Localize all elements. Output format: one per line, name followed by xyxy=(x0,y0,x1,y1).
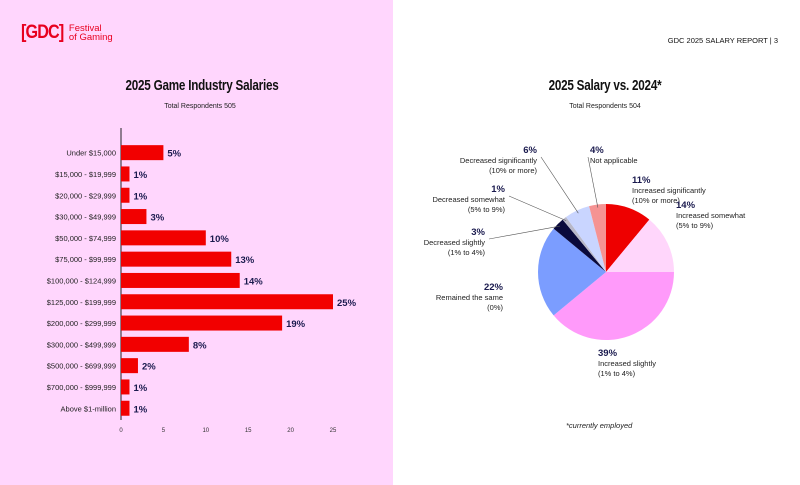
bar xyxy=(121,336,189,352)
report-label: GDC 2025 SALARY REPORT | 3 xyxy=(667,36,778,45)
category-label: $700,000 - $999,999 xyxy=(47,383,116,392)
logo-line2: of Gaming xyxy=(68,32,113,43)
slice-label: Increased significantly xyxy=(632,186,706,195)
slice-percent: 22% xyxy=(484,282,504,293)
bar xyxy=(121,358,138,374)
bar-chart-subtitle: Total Respondents 505 xyxy=(164,103,236,110)
slice-percent: 6% xyxy=(523,145,537,156)
leader-line xyxy=(540,156,579,214)
bar xyxy=(121,379,130,395)
slice-percent: 1% xyxy=(491,184,505,195)
pie-chart: 11%Increased significantly(10% or more)1… xyxy=(424,145,746,378)
bar-chart-title: 2025 Game Industry Salaries xyxy=(125,77,279,94)
bar-value-label: 1% xyxy=(133,404,147,415)
slice-percent: 14% xyxy=(676,200,696,211)
bar xyxy=(121,187,130,203)
bar xyxy=(121,209,147,225)
bar-value-label: 5% xyxy=(167,149,181,160)
pie-chart-title: 2025 Salary vs. 2024* xyxy=(548,77,662,94)
x-tick-label: 5 xyxy=(162,428,166,434)
bar-value-label: 1% xyxy=(133,170,147,181)
bar-value-label: 19% xyxy=(286,319,306,330)
slice-label: Not applicable xyxy=(590,156,638,165)
category-label: $125,000 - $199,999 xyxy=(47,298,116,307)
slice-label: Decreased slightly xyxy=(424,238,486,247)
slice-label: Increased somewhat xyxy=(676,211,746,220)
x-tick-label: 0 xyxy=(119,428,123,434)
category-label: $200,000 - $299,999 xyxy=(47,319,116,328)
category-label: $300,000 - $499,999 xyxy=(47,340,116,349)
x-tick-label: 15 xyxy=(245,428,252,434)
x-tick-label: 20 xyxy=(287,428,294,434)
bar-value-label: 3% xyxy=(150,213,164,224)
bar-value-label: 13% xyxy=(235,255,255,266)
pie-slice xyxy=(606,219,674,272)
pie-footnote: *currently employed xyxy=(566,421,633,430)
slice-percent: 39% xyxy=(598,348,618,359)
leader-line xyxy=(587,156,599,208)
slice-sublabel: (0%) xyxy=(487,303,503,312)
pie-slice xyxy=(553,272,674,341)
pie-slice xyxy=(538,228,606,316)
category-label: Under $15,000 xyxy=(66,149,116,158)
logo-text: Festival of Gaming xyxy=(68,23,113,43)
bar-value-label: 1% xyxy=(133,383,147,394)
slice-percent: 4% xyxy=(590,145,604,156)
bar-value-label: 2% xyxy=(142,362,156,373)
bar xyxy=(121,272,240,288)
x-tick-label: 25 xyxy=(330,428,337,434)
slice-label: Decreased significantly xyxy=(460,156,537,165)
category-label: $30,000 - $49,999 xyxy=(55,213,116,222)
category-label: $100,000 - $124,999 xyxy=(47,276,116,285)
bar xyxy=(121,145,164,161)
slice-sublabel: (1% to 4%) xyxy=(598,369,636,378)
leader-line xyxy=(508,195,567,221)
bar-value-label: 25% xyxy=(337,298,357,309)
category-label: $20,000 - $29,999 xyxy=(55,191,116,200)
slice-percent: 3% xyxy=(471,227,485,238)
bar-chart: Under $15,000 5% $15,000 - $19,999 1% $20,00… xyxy=(47,128,357,434)
slice-sublabel: (10% or more) xyxy=(489,166,537,175)
category-label: Above $1-million xyxy=(61,404,116,413)
slice-sublabel: (10% or more) xyxy=(632,196,680,205)
bar xyxy=(121,230,206,246)
bar xyxy=(121,251,232,267)
bar-value-label: 1% xyxy=(133,191,147,202)
category-label: $15,000 - $19,999 xyxy=(55,170,116,179)
bar xyxy=(121,294,333,310)
pie-slice xyxy=(553,219,606,272)
slice-sublabel: (5% to 9%) xyxy=(468,205,506,214)
pie-slice xyxy=(606,204,650,272)
logo-mark: [GDC] xyxy=(21,22,64,43)
logo-line1: Festival xyxy=(68,23,102,34)
pie-slice xyxy=(589,204,606,272)
bar-value-label: 10% xyxy=(210,234,230,245)
slice-label: Remained the same xyxy=(436,293,503,302)
slice-sublabel: (5% to 9%) xyxy=(676,221,714,230)
pie-chart-subtitle: Total Respondents 504 xyxy=(569,103,641,110)
x-tick-label: 10 xyxy=(202,428,209,434)
leader-line xyxy=(488,225,561,240)
category-label: $75,000 - $99,999 xyxy=(55,255,116,264)
category-label: $500,000 - $699,999 xyxy=(47,362,116,371)
bar xyxy=(121,166,130,182)
slice-sublabel: (1% to 4%) xyxy=(448,248,486,257)
slice-percent: 11% xyxy=(632,175,651,186)
category-label: $50,000 - $74,999 xyxy=(55,234,116,243)
pie-slice xyxy=(562,216,606,272)
pie-slice xyxy=(566,206,606,272)
bar-value-label: 14% xyxy=(244,276,264,287)
bar xyxy=(121,400,130,416)
bar xyxy=(121,315,283,331)
slice-label: Decreased somewhat xyxy=(432,195,505,204)
gdc-logo: [GDC] Festival of Gaming xyxy=(21,22,113,44)
slice-label: Increased slightly xyxy=(598,359,656,368)
bar-value-label: 8% xyxy=(193,340,207,351)
